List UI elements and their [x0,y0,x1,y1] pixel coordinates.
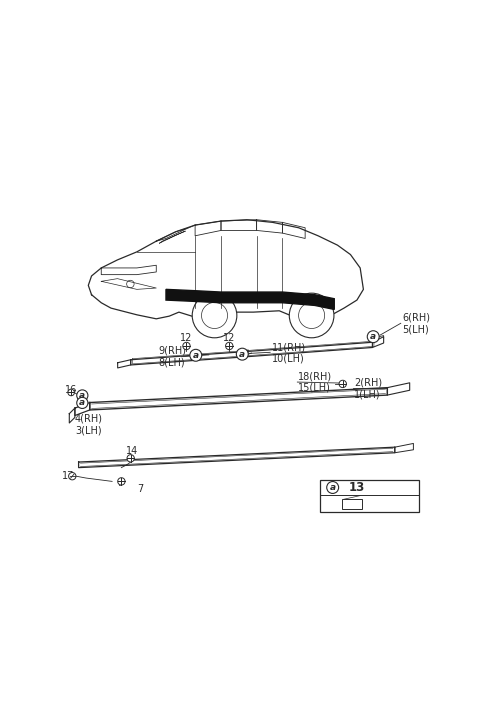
Circle shape [327,482,338,494]
Text: 7: 7 [137,484,143,494]
Text: a: a [192,351,199,360]
Text: 18(RH)
15(LH): 18(RH) 15(LH) [298,372,332,393]
Text: a: a [79,398,85,407]
Text: a: a [239,350,245,359]
Circle shape [118,478,125,485]
Bar [321,480,419,512]
Polygon shape [166,289,334,309]
Circle shape [236,348,248,360]
Text: a: a [79,391,85,400]
Circle shape [367,331,379,343]
Text: 14: 14 [126,446,139,456]
Text: a: a [330,483,336,492]
Bar [342,499,362,508]
Circle shape [339,380,347,388]
Circle shape [226,343,233,350]
Circle shape [69,472,76,480]
Circle shape [127,455,134,462]
Circle shape [77,390,88,401]
Text: 2(RH)
1(LH): 2(RH) 1(LH) [354,378,382,399]
Circle shape [192,293,237,338]
Text: 4(RH)
3(LH): 4(RH) 3(LH) [75,414,103,435]
Text: 11(RH)
10(LH): 11(RH) 10(LH) [272,342,306,364]
Circle shape [190,350,202,361]
Text: 13: 13 [356,491,371,501]
Text: 12: 12 [223,333,236,343]
Text: 17: 17 [62,471,74,482]
Circle shape [183,343,190,350]
Circle shape [68,389,74,396]
Text: 13: 13 [348,481,364,494]
Circle shape [289,293,334,338]
Text: 6(RH)
5(LH): 6(RH) 5(LH) [402,312,430,334]
Text: 16: 16 [65,385,77,396]
Text: 12: 12 [180,333,192,343]
Text: 9(RH)
8(LH): 9(RH) 8(LH) [158,346,187,367]
Circle shape [77,398,88,408]
Text: a: a [370,332,376,341]
